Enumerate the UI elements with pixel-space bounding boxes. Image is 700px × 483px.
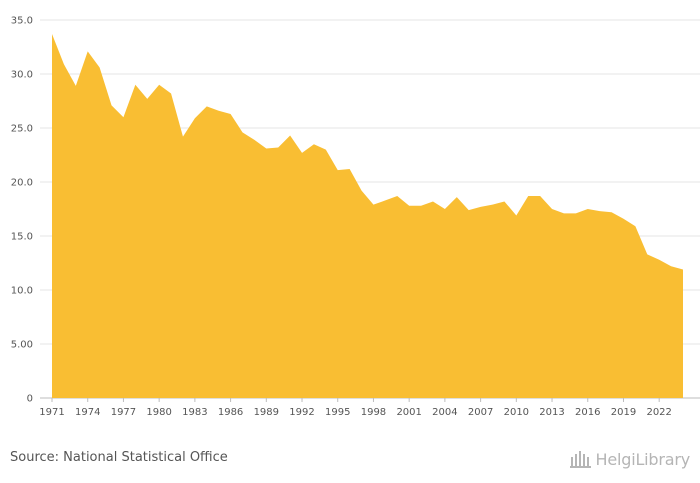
x-tick-label: 2013: [539, 407, 564, 418]
data-point: [121, 115, 125, 119]
y-tick-label: 0: [27, 394, 33, 405]
data-point: [300, 151, 304, 155]
x-tick-label: 2004: [432, 407, 457, 418]
data-point: [621, 217, 625, 221]
library-building-icon: [569, 451, 591, 468]
area-series: [50, 32, 685, 398]
x-tick-label: 2007: [468, 407, 493, 418]
brand-logo: HelgiLibrary: [569, 447, 691, 471]
data-point: [360, 189, 364, 193]
data-point: [598, 209, 602, 213]
data-point: [157, 83, 161, 87]
x-tick-label: 1971: [39, 407, 64, 418]
data-point: [276, 145, 280, 149]
data-point: [371, 203, 375, 207]
data-point: [169, 91, 173, 95]
brand-name: HelgiLibrary: [595, 449, 691, 469]
data-point: [681, 267, 685, 271]
data-point: [491, 203, 495, 207]
x-tick-label: 2010: [504, 407, 529, 418]
data-point: [550, 207, 554, 211]
x-tick-label: 1986: [218, 407, 243, 418]
data-point: [110, 103, 114, 107]
y-tick-label: 15.0: [11, 232, 33, 243]
data-point: [431, 199, 435, 203]
x-tick-label: 1980: [146, 407, 171, 418]
data-point: [324, 148, 328, 152]
data-point: [50, 32, 54, 36]
x-tick-label: 1998: [361, 407, 386, 418]
data-point: [145, 97, 149, 101]
y-tick-label: 25.0: [11, 124, 33, 135]
data-point: [229, 112, 233, 116]
x-tick-label: 2001: [396, 407, 421, 418]
data-point: [62, 62, 66, 66]
data-point: [479, 205, 483, 209]
data-point: [526, 194, 530, 198]
data-point: [514, 213, 518, 217]
data-point: [288, 134, 292, 138]
data-point: [586, 207, 590, 211]
data-point: [657, 258, 661, 262]
data-point: [443, 207, 447, 211]
data-point: [395, 194, 399, 198]
data-point: [336, 168, 340, 172]
x-axis-ticks: 1971 1974 1977 1980 1983 1986 1989 1992 1995 1998…: [39, 398, 672, 418]
data-point: [455, 195, 459, 199]
x-tick-label: 1977: [111, 407, 136, 418]
data-point: [419, 204, 423, 208]
data-point: [193, 116, 197, 120]
y-tick-label: 35.0: [11, 16, 33, 27]
data-point: [86, 49, 90, 53]
data-point: [217, 109, 221, 113]
data-point: [240, 130, 244, 134]
data-point: [538, 194, 542, 198]
data-point: [312, 142, 316, 146]
y-axis-ticks: 0 5.00 10.0 15.0 20.0 25.0 30.0 35.0: [11, 16, 33, 405]
data-point: [467, 208, 471, 212]
data-point: [348, 167, 352, 171]
source-note: Source: National Statistical Office: [10, 450, 228, 465]
data-point: [645, 252, 649, 256]
y-tick-label: 20.0: [11, 178, 33, 189]
x-tick-label: 2019: [611, 407, 636, 418]
y-tick-label: 10.0: [11, 286, 33, 297]
data-point: [574, 211, 578, 215]
data-point: [98, 66, 102, 70]
data-point: [181, 135, 185, 139]
series-area: [52, 34, 683, 398]
x-tick-label: 2022: [646, 407, 671, 418]
y-tick-label: 30.0: [11, 70, 33, 81]
data-point: [383, 198, 387, 202]
data-point: [205, 104, 209, 108]
x-tick-label: 1974: [75, 407, 100, 418]
x-tick-label: 1983: [182, 407, 207, 418]
data-point: [133, 83, 137, 87]
x-tick-label: 2016: [575, 407, 600, 418]
data-point: [669, 264, 673, 268]
x-tick-label: 1989: [254, 407, 279, 418]
data-point: [610, 210, 614, 214]
x-tick-label: 1995: [325, 407, 350, 418]
data-point: [562, 211, 566, 215]
data-point: [633, 224, 637, 228]
data-point: [264, 147, 268, 151]
data-point: [252, 138, 256, 142]
data-point: [74, 84, 78, 88]
y-tick-label: 5.00: [11, 340, 33, 351]
x-tick-label: 1992: [289, 407, 314, 418]
data-point: [502, 199, 506, 203]
data-point: [407, 204, 411, 208]
